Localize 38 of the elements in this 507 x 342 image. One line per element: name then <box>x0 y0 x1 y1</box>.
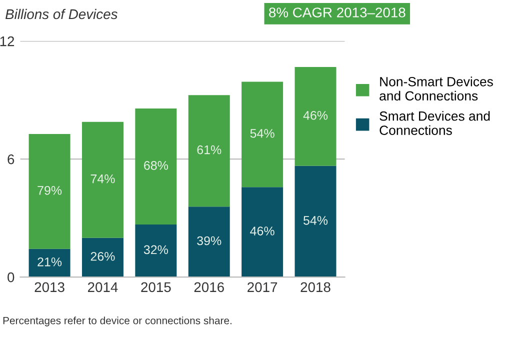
annotation: 46% <box>303 110 328 120</box>
bar <box>135 224 177 278</box>
annotation: 39% <box>197 236 222 246</box>
bar <box>28 134 70 249</box>
x-tick-label: 2013 <box>34 282 64 292</box>
y-tick-label: 12 <box>0 36 14 46</box>
bar <box>242 82 284 188</box>
bar <box>135 108 177 225</box>
legend-label: Non-Smart Devices and Connections <box>380 76 493 101</box>
annotation: 54% <box>250 129 274 138</box>
x-tick-label: 2016 <box>194 282 224 292</box>
y-tick-label: 6 <box>8 154 14 164</box>
bar <box>188 95 230 207</box>
x-tick-label: 2015 <box>141 282 171 292</box>
x-tick-label: 2014 <box>88 282 118 292</box>
annotation: 61% <box>197 145 222 154</box>
annotation: 74% <box>90 174 115 184</box>
y-axis-title: Billions of Devices <box>6 8 118 20</box>
annotation: 79% <box>38 186 62 195</box>
text: Percentages refer to device or connections share. <box>3 316 232 326</box>
bar <box>82 122 124 238</box>
bar <box>28 248 70 278</box>
x-tick-label: 2017 <box>248 282 278 292</box>
bar <box>188 206 230 278</box>
legend-label: Smart Devices and Connections <box>380 111 490 135</box>
bar <box>294 166 336 278</box>
bar <box>294 67 336 166</box>
y-tick-label: 0 <box>8 272 14 282</box>
annotation: 68% <box>144 161 168 170</box>
bar <box>82 238 124 278</box>
text: 8% CAGR 2013–2018 <box>269 8 406 18</box>
annotation: 21% <box>38 257 62 266</box>
annotation: 46% <box>250 226 274 236</box>
annotation: 26% <box>90 252 115 261</box>
x-tick-label: 2018 <box>300 282 330 292</box>
bar <box>242 187 284 278</box>
annotation: 32% <box>144 245 168 254</box>
annotation: 54% <box>303 216 328 225</box>
